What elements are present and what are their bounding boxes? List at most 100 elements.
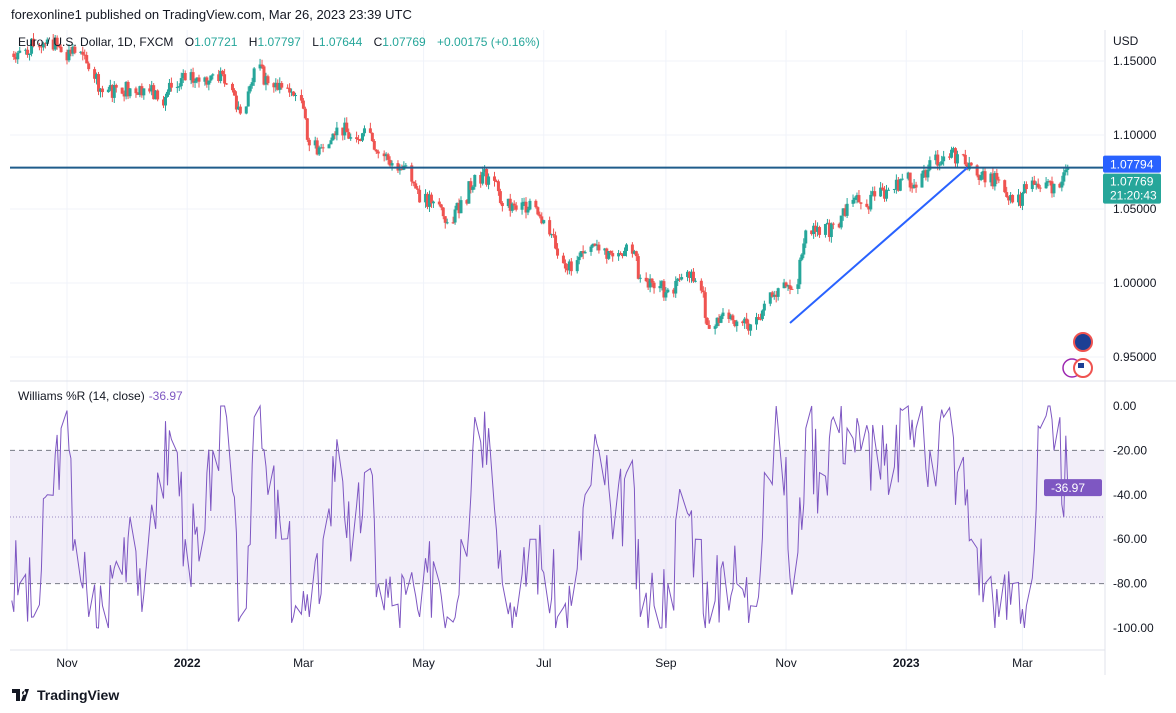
candle-body: [524, 201, 528, 213]
time-tick-label: 2023: [893, 656, 920, 670]
candle-body: [288, 88, 292, 93]
candle-body: [248, 85, 252, 92]
indicator-title[interactable]: Williams %R (14, close): [18, 389, 145, 403]
candle-body: [1064, 169, 1068, 173]
candle-body: [707, 324, 711, 329]
candle-body: [382, 153, 386, 157]
candle-body: [441, 207, 445, 217]
williams-r-line: [11, 404, 1069, 629]
candle-body: [244, 106, 248, 114]
candle-body: [41, 43, 45, 48]
candle-body: [693, 280, 697, 282]
candle-body: [1020, 192, 1024, 206]
axes: USD 1.15000 1.10000 1.05000 1.00000 0.95000 N…: [10, 30, 1176, 675]
candle-body: [873, 191, 877, 197]
candle-body: [374, 149, 378, 152]
candle-body: [672, 289, 676, 294]
candle-body: [128, 88, 132, 97]
high-label: H: [248, 35, 258, 49]
candle-body: [98, 88, 102, 92]
candle-body: [920, 173, 924, 188]
candle-body: [79, 51, 83, 53]
candle-body: [457, 202, 461, 214]
candle-body: [1052, 183, 1056, 194]
close-label: C: [373, 35, 383, 49]
candle-body: [97, 74, 101, 92]
candle-body: [538, 214, 542, 217]
candle-body: [977, 175, 981, 180]
candle-body: [87, 63, 91, 70]
candle-body: [859, 202, 863, 204]
candle-body: [552, 234, 556, 236]
candle-body: [674, 280, 678, 294]
candle-body: [908, 172, 912, 188]
candle-body: [362, 128, 366, 134]
candle-body: [894, 179, 898, 189]
candle-body: [869, 194, 873, 210]
candle-body: [341, 127, 345, 136]
footer-brand[interactable]: TradingView: [12, 687, 119, 703]
candle-body: [638, 277, 642, 279]
candle-body: [315, 140, 319, 155]
candle-body: [110, 85, 114, 98]
candle-body: [305, 118, 309, 140]
candle-body: [238, 106, 242, 114]
candle-body: [280, 83, 284, 88]
candle-body: [45, 39, 49, 44]
candle-body: [528, 200, 532, 210]
candle-body: [114, 85, 118, 88]
candle-body: [593, 243, 597, 246]
candle-body: [154, 90, 158, 100]
candle-body: [197, 77, 201, 82]
candle-body: [514, 205, 518, 210]
candle-body: [550, 234, 554, 236]
candle-body: [561, 255, 565, 264]
candle-body: [717, 317, 721, 323]
candle-body: [755, 317, 758, 325]
candle-body: [883, 189, 887, 199]
candle-body: [955, 154, 959, 164]
candle-body: [331, 133, 335, 141]
candle-body: [1050, 181, 1054, 194]
candle-body: [169, 82, 173, 88]
candle-body: [845, 203, 849, 216]
candle-body: [276, 82, 280, 90]
candle-body: [995, 173, 999, 180]
time-tick-label: Nov: [775, 656, 796, 670]
candle-body: [617, 253, 621, 257]
candle-body: [140, 86, 144, 96]
indicator-value: -36.97: [148, 389, 183, 403]
candle-body: [333, 133, 337, 136]
candle-body: [445, 222, 449, 224]
candle-body: [577, 256, 581, 261]
candle-body: [467, 181, 471, 204]
candle-body: [731, 315, 735, 321]
candle-body: [646, 281, 650, 288]
candle-body: [57, 45, 61, 47]
candle-body: [619, 253, 623, 255]
candle-body: [418, 189, 422, 203]
candle-body: [1058, 183, 1062, 188]
candle-body: [73, 46, 77, 53]
candle-body: [735, 321, 739, 327]
candle-body: [747, 323, 751, 331]
candle-body: [53, 37, 57, 50]
candle-body: [81, 51, 85, 55]
candle-body: [804, 230, 808, 244]
candle-body: [989, 173, 993, 183]
candle-body: [156, 90, 160, 100]
symbol-title[interactable]: Euro / U.S. Dollar, 1D, FXCM: [18, 35, 174, 49]
candle-body: [148, 88, 152, 92]
candle-body: [230, 83, 234, 91]
candle-body: [837, 223, 841, 228]
candle-body: [841, 208, 845, 216]
candle-body: [177, 86, 181, 88]
trend-line[interactable]: [789, 166, 968, 324]
time-tick-label: 2022: [174, 656, 201, 670]
candle-body: [183, 73, 187, 81]
candle-body: [400, 168, 404, 170]
eu-flag-event-icon[interactable]: [1073, 332, 1093, 352]
candle-body: [427, 194, 431, 207]
candle-body: [975, 165, 979, 176]
